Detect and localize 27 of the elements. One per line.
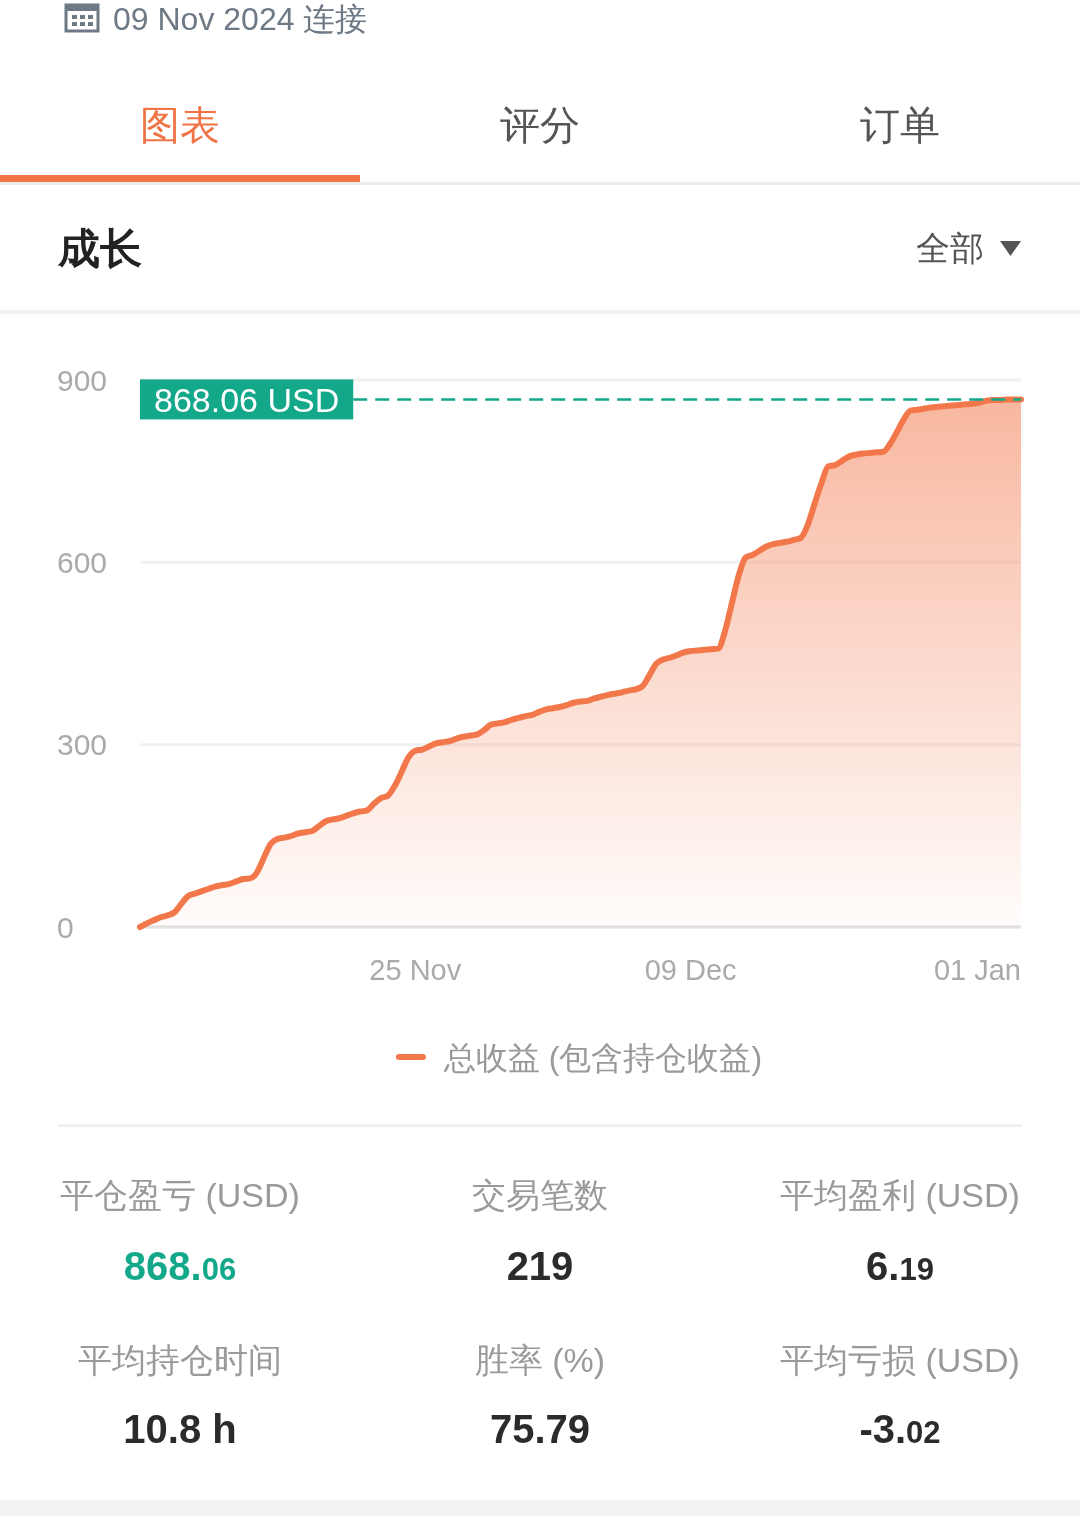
text: -3.02 bbox=[859, 1407, 941, 1451]
text: 平均盈利 (USD) bbox=[780, 1176, 1020, 1215]
text: 全部 bbox=[916, 229, 984, 268]
x-tick-label: 01 Jan bbox=[933, 954, 1021, 987]
text: 胜率 (%) bbox=[474, 1341, 606, 1380]
legend-label: 总收益 (包含持仓收益) bbox=[442, 1039, 763, 1076]
text: 订单 bbox=[860, 103, 940, 148]
text: 评分 bbox=[500, 103, 580, 148]
y-tick-label: 0 bbox=[57, 910, 74, 944]
text: 868.06 bbox=[123, 1244, 237, 1288]
x-tick-label: 09 Dec bbox=[644, 954, 737, 987]
y-tick-label: 300 bbox=[57, 728, 108, 762]
text: 10.8 h bbox=[123, 1407, 237, 1451]
text: 平均持仓时间 bbox=[78, 1341, 282, 1380]
text: 219 bbox=[506, 1244, 574, 1288]
ref-line-label: 868.06 USD bbox=[154, 380, 340, 419]
x-tick-label: 25 Nov bbox=[369, 954, 462, 987]
text: 平仓盈亏 (USD) bbox=[60, 1176, 300, 1215]
text: 09 Nov 2024 连接 bbox=[113, 0, 368, 37]
text: 6.19 bbox=[866, 1244, 934, 1288]
text: 交易笔数 bbox=[472, 1176, 608, 1215]
y-tick-label: 600 bbox=[57, 546, 108, 580]
text: 75.79 bbox=[489, 1407, 591, 1451]
y-tick-label: 900 bbox=[57, 363, 108, 397]
text: 图表 bbox=[140, 103, 220, 148]
chart-title: 成长 bbox=[57, 225, 142, 273]
text: 平均亏损 (USD) bbox=[780, 1341, 1020, 1380]
